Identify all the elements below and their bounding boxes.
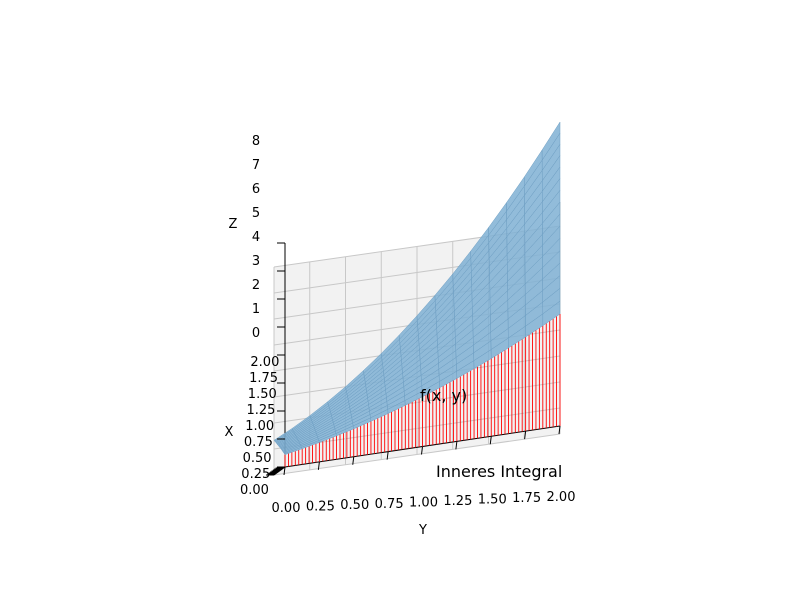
y-tick-mark <box>455 441 458 450</box>
y-tick-mark <box>558 425 561 435</box>
inner-integral-stripes <box>284 314 561 467</box>
z-tick-label: 2 <box>252 278 260 293</box>
x-tick-label: 1.25 <box>247 403 276 418</box>
y-tick-mark <box>317 461 320 470</box>
y-tick-mark <box>524 431 527 440</box>
x-tick-label: 0.25 <box>241 467 270 482</box>
z-axis-label: Z <box>229 217 238 232</box>
integral-annotation: Inneres Integral <box>436 462 562 481</box>
surface-mesh <box>273 121 561 455</box>
surface-face <box>542 300 561 327</box>
y-tick-label: 1.50 <box>478 493 507 508</box>
y-axis-label: Y <box>418 523 427 538</box>
z-tick-label: 8 <box>252 134 260 149</box>
z-tick-label: 7 <box>252 158 260 173</box>
x-tick-label: 0.75 <box>244 435 273 450</box>
z-tick-label: 4 <box>252 230 260 245</box>
surface-annotation: f(x, y) <box>420 386 467 405</box>
y-tick-label: 0.25 <box>306 500 335 515</box>
x-tick-label: 0.50 <box>243 451 272 466</box>
y-tick-mark <box>386 451 389 460</box>
y-tick-mark <box>352 456 355 465</box>
y-tick-label: 0.75 <box>375 497 404 512</box>
y-tick-label: 1.00 <box>409 495 438 510</box>
grid-line <box>273 433 561 476</box>
z-tick-label: 0 <box>252 326 260 341</box>
tick-labels: 0.00 0.25 0.50 0.75 1.00 1.25 1.50 1.75 2.000.00… <box>240 134 575 516</box>
y-tick-label: 1.25 <box>443 494 472 509</box>
x-tick-label: 0.00 <box>240 483 269 498</box>
x-tick-label: 1.75 <box>249 371 278 386</box>
z-tick-label: 3 <box>252 254 260 269</box>
y-tick-label: 0.50 <box>340 498 369 513</box>
x-axis-label: X <box>225 425 234 440</box>
grid-line <box>273 407 561 450</box>
y-tick-label: 1.75 <box>512 491 541 506</box>
z-tick-label: 1 <box>252 302 260 317</box>
y-tick-label: 0.00 <box>272 501 301 516</box>
y-tick-label: 2.00 <box>547 490 576 505</box>
z-tick-label: 5 <box>252 206 260 221</box>
x-tick-label: 1.00 <box>245 419 274 434</box>
x-tick-label: 1.50 <box>248 387 277 402</box>
z-tick-label: 6 <box>252 182 260 197</box>
y-tick-mark <box>489 436 492 445</box>
y-tick-mark <box>283 466 286 476</box>
x-tick-label: 2.00 <box>250 355 279 370</box>
y-tick-mark <box>421 446 423 455</box>
